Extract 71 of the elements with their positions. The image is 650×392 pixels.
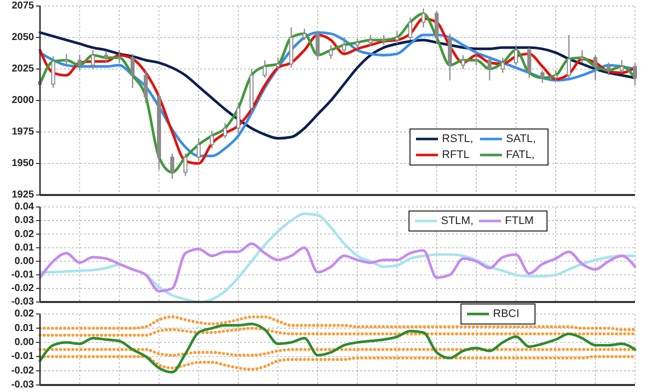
candlestick	[554, 70, 558, 82]
y-tick-label: 2025	[12, 64, 34, 75]
candlestick	[368, 34, 373, 47]
candlestick	[566, 34, 571, 78]
candlestick	[51, 56, 56, 88]
y-tick-label: 1975	[12, 126, 34, 138]
y-tick-label: 0.00	[14, 256, 34, 267]
candlestick	[580, 50, 584, 64]
y-tick-label: 0.01	[14, 322, 34, 334]
y-tick-label: 0.02	[14, 228, 34, 240]
candlestick	[408, 16, 412, 41]
y-tick-label: 0.00	[14, 337, 34, 348]
y-tick-label: 2050	[12, 32, 34, 44]
candlestick	[316, 30, 320, 61]
y-tick-label: 0.03	[14, 215, 34, 226]
candlestick	[64, 53, 68, 66]
y-tick-label: 0.04	[14, 202, 34, 213]
candlestick	[474, 54, 478, 66]
candlestick	[117, 50, 122, 64]
legend-label: RFTL	[442, 148, 470, 161]
candlestick	[606, 62, 611, 76]
candlestick	[620, 60, 624, 74]
y-tick-label: 1950	[12, 158, 34, 170]
candlestick	[328, 44, 333, 60]
candlestick	[262, 60, 267, 78]
y-tick-label: 1925	[12, 190, 34, 201]
candlestick	[170, 152, 174, 180]
line-series	[38, 242, 636, 292]
y-tick-label: -0.01	[11, 270, 34, 280]
y-tick-label: 2075	[12, 0, 34, 12]
candlestick	[210, 130, 214, 149]
candlestick	[302, 28, 306, 41]
candlestick	[382, 34, 386, 46]
candlestick	[434, 10, 439, 44]
candlestick	[78, 54, 82, 71]
line-series	[38, 355, 636, 371]
candlestick	[514, 44, 518, 66]
y-tick-label: -0.02	[11, 283, 34, 294]
candlestick	[342, 36, 346, 54]
candlestick	[130, 53, 135, 88]
candlestick	[500, 57, 505, 74]
legend-label: FATL,	[506, 148, 535, 161]
candlestick	[90, 50, 95, 70]
y-tick-label: -0.03	[11, 296, 34, 308]
legend-label: RBCI	[493, 308, 520, 320]
candlestick	[183, 152, 188, 177]
candlestick	[633, 62, 637, 86]
legend-label: FTLM	[505, 214, 534, 227]
candlestick	[527, 46, 532, 78]
candlestick	[421, 8, 426, 28]
candlestick	[488, 57, 492, 81]
legend-label: SATL,	[506, 132, 536, 145]
candlestick	[104, 50, 108, 64]
legend-label: RSTL,	[442, 132, 474, 145]
candlestick	[355, 38, 360, 50]
y-tick-label: 0.01	[14, 242, 34, 254]
candlestick	[540, 70, 544, 84]
y-tick-label: -0.01	[11, 351, 34, 362]
y-tick-label: 0.02	[14, 308, 34, 320]
y-tick-label: -0.03	[11, 380, 34, 391]
candlestick	[593, 54, 598, 81]
candlestick	[144, 70, 148, 104]
candlestick	[196, 138, 201, 162]
candlestick	[236, 102, 240, 134]
candlestick	[276, 57, 280, 71]
y-tick-label: -0.02	[11, 365, 34, 376]
candlestick	[223, 122, 228, 139]
legend-label: STLM,	[441, 214, 474, 227]
candlestick	[395, 30, 399, 44]
y-tick-label: 2000	[12, 95, 34, 106]
candlestick	[461, 54, 466, 70]
